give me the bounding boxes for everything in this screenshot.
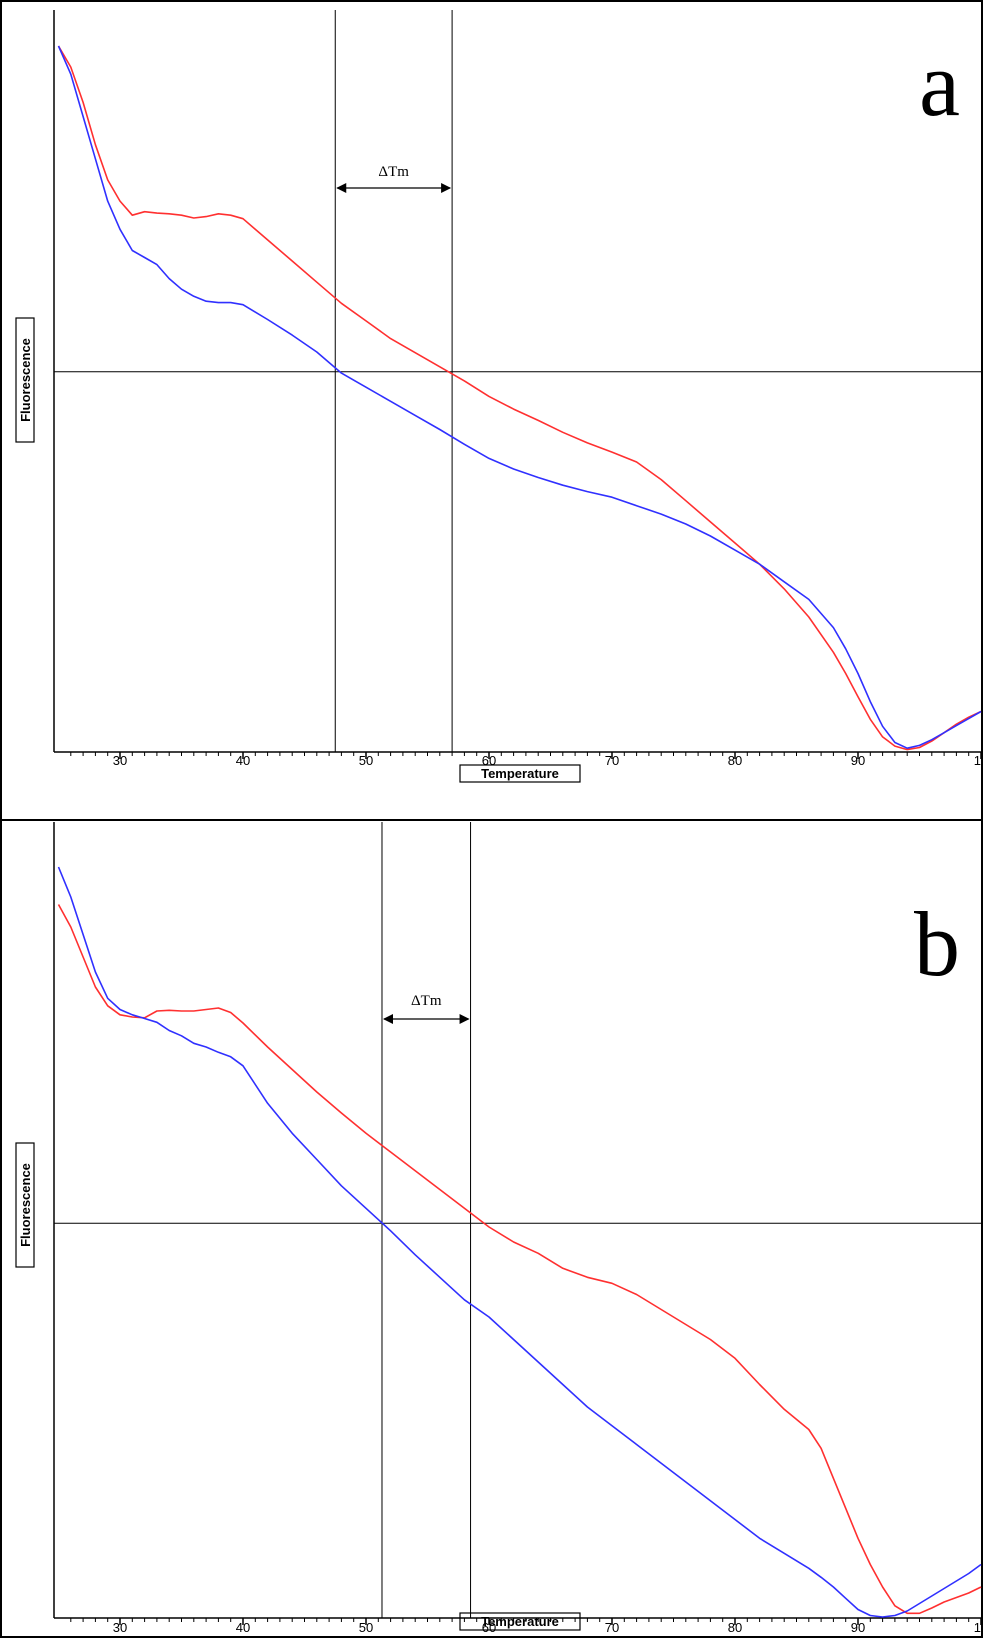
y-axis-label-group: Fluorescence — [15, 317, 35, 443]
x-tick-label: 50 — [359, 753, 373, 768]
y-axis-label-box — [15, 317, 35, 443]
dtm-label: ΔTm — [411, 993, 442, 1009]
x-axis-label-box — [459, 764, 581, 783]
y-axis-label: Fluorescence — [18, 1163, 33, 1247]
dtm-label: ΔTm — [378, 164, 409, 180]
series-line-blue — [57, 45, 982, 750]
panel-b: 30 40 50 60 70 80 90 10 Temperature Fluorescence Δ… — [15, 822, 983, 1635]
x-tick-label: 70 — [605, 753, 619, 768]
x-tick-label: 70 — [605, 1620, 619, 1635]
y-axis-label-group: Fluorescence — [15, 1142, 35, 1268]
series-line-red — [57, 904, 982, 1615]
x-tick-label: 60 — [482, 1620, 496, 1635]
dtm-arrow-head-left — [382, 1014, 393, 1024]
series-line-red — [57, 45, 982, 751]
x-tick-label: 30 — [113, 1620, 127, 1635]
x-tick-label: 10 — [974, 753, 983, 768]
panel-letter: b — [914, 893, 960, 995]
y-axis-label-box — [15, 1142, 35, 1268]
x-tick-label: 10 — [974, 1620, 983, 1635]
x-axis-label: Temperature — [481, 766, 559, 781]
dtm-arrow-head-left — [336, 183, 347, 193]
y-axis-label: Fluorescence — [18, 338, 33, 422]
x-axis-label-box — [459, 1612, 581, 1631]
x-tick-label: 30 — [113, 753, 127, 768]
series-line-blue — [57, 866, 982, 1618]
x-tick-label: 50 — [359, 1620, 373, 1635]
x-tick-label: 60 — [482, 753, 496, 768]
x-axis-label: Temperature — [481, 1614, 559, 1629]
x-tick-label: 90 — [851, 753, 865, 768]
x-tick-label: 80 — [728, 753, 742, 768]
dtm-arrow-head-right — [441, 183, 452, 193]
panel-a: 30 40 50 60 70 80 90 10 Temperature Fluorescence Δ… — [15, 10, 983, 783]
x-tick-label: 80 — [728, 1620, 742, 1635]
x-tick-label: 40 — [236, 753, 250, 768]
x-tick-label: 40 — [236, 1620, 250, 1635]
dtm-arrow-head-right — [459, 1014, 470, 1024]
x-tick-label: 90 — [851, 1620, 865, 1635]
panel-letter: a — [919, 33, 960, 135]
